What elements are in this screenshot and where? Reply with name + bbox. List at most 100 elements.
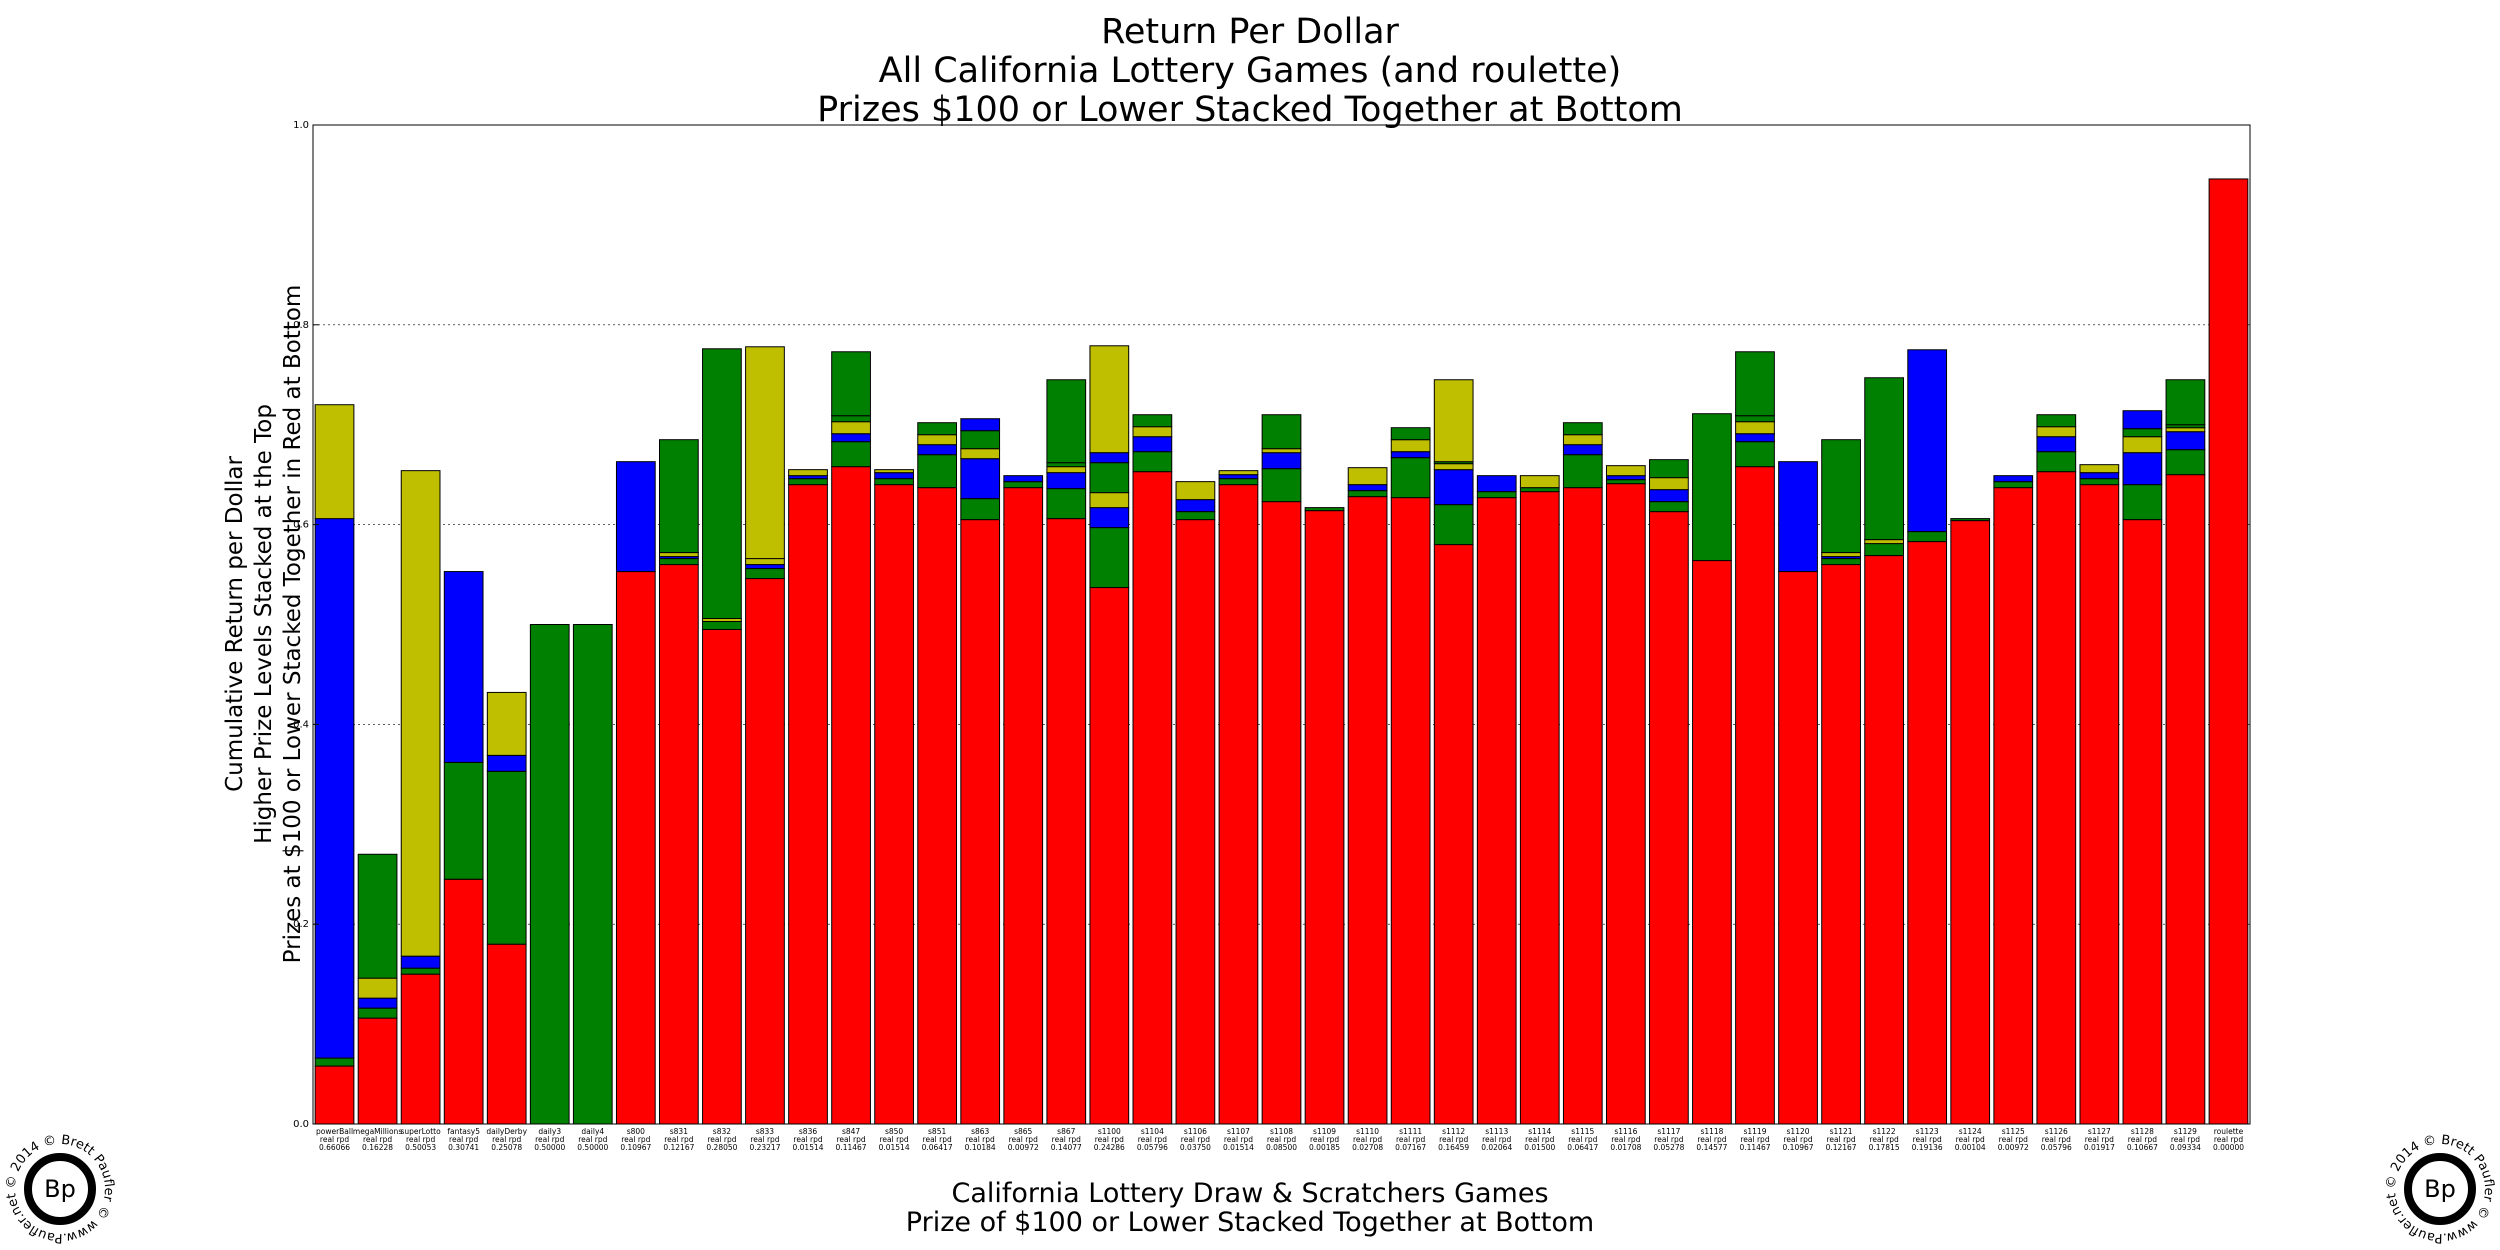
category-name: s1111 — [1399, 1127, 1422, 1136]
bar-segment-red — [2208, 178, 2249, 1125]
bar-segment-blue — [1347, 484, 1388, 492]
category-sub: real rpd — [406, 1135, 435, 1144]
bar-s1115 — [1562, 422, 1603, 1125]
category-name: s836 — [799, 1127, 817, 1136]
bar-segment-green — [2036, 414, 2077, 428]
category-rpd: 0.10667 — [2127, 1143, 2158, 1152]
bar-segment-green — [1089, 527, 1130, 589]
bar-segment-olive — [2122, 436, 2163, 454]
bar-segment-red — [1562, 487, 1603, 1125]
category-rpd: 0.14577 — [1696, 1143, 1727, 1152]
bar-segment-red — [960, 519, 1001, 1125]
y-tick-label: 0.6 — [293, 520, 309, 531]
category-name: s1115 — [1571, 1127, 1594, 1136]
bar-segment-red — [1778, 571, 1818, 1125]
bar-segment-red — [2165, 474, 2206, 1125]
bar-segment-green — [874, 478, 914, 486]
bar-s1129 — [2165, 379, 2206, 1125]
bar-segment-red — [486, 943, 527, 1125]
category-name: s1108 — [1270, 1127, 1293, 1136]
bar-segment-red — [2036, 471, 2077, 1125]
bar-segment-olive — [1821, 552, 1861, 558]
bar-segment-blue — [745, 564, 785, 570]
bar-segment-red — [659, 564, 699, 1125]
plot-frame — [312, 124, 2251, 1125]
bar-segment-green — [1261, 468, 1302, 503]
category-name: s851 — [928, 1127, 946, 1136]
bar-s1104 — [1132, 414, 1173, 1125]
category-name: s867 — [1057, 1127, 1075, 1136]
bar-segment-blue — [1605, 475, 1646, 481]
bar-segment-olive — [1261, 448, 1302, 454]
bar-s833 — [745, 346, 785, 1125]
bar-segment-blue — [917, 444, 958, 456]
bar-megaMillions — [357, 853, 398, 1125]
category-rpd: 0.30741 — [448, 1143, 479, 1152]
bar-segment-blue — [357, 997, 398, 1009]
bar-segment-red — [1132, 471, 1173, 1125]
bar-segment-green — [529, 624, 570, 1125]
watermark-mark-left: Bp — [44, 1175, 76, 1203]
bar-segment-green — [1132, 451, 1173, 473]
category-rpd: 0.01917 — [2084, 1143, 2115, 1152]
bar-s1118 — [1692, 413, 1732, 1125]
y-axis-label-line-2: Higher Prize Levels Stacked at the Top — [251, 404, 277, 844]
category-name: s1110 — [1356, 1127, 1379, 1136]
y-tick-label: 0.0 — [293, 1119, 309, 1130]
bar-segment-green — [1821, 439, 1861, 554]
category-sub: real rpd — [793, 1135, 822, 1144]
bar-segment-green — [2122, 484, 2163, 521]
category-sub: real rpd — [1482, 1135, 1511, 1144]
category-sub: real rpd — [966, 1135, 995, 1144]
x-axis-label: California Lottery Draw & Scratchers Gam… — [906, 1178, 1594, 1238]
bar-segment-olive — [960, 448, 1001, 460]
bar-segment-blue — [960, 458, 1001, 500]
category-rpd: 0.16228 — [362, 1143, 393, 1152]
bar-s1124 — [1950, 518, 1991, 1125]
bar-s831 — [659, 439, 699, 1125]
bar-segment-green — [831, 351, 871, 417]
chart-title-line-2: All California Lottery Games (and roulet… — [879, 51, 1622, 91]
bar-segment-red — [2122, 519, 2163, 1125]
bar-segment-blue — [1433, 469, 1474, 506]
bar-segment-olive — [1132, 426, 1173, 438]
bar-s1127 — [2079, 464, 2120, 1125]
bar-segment-olive — [659, 552, 699, 558]
category-sub: real rpd — [492, 1135, 521, 1144]
category-rpd: 0.12167 — [663, 1143, 694, 1152]
bar-segment-green — [1089, 462, 1130, 494]
category-name: s850 — [885, 1127, 903, 1136]
bar-segment-red — [745, 578, 785, 1125]
bar-segment-green — [1046, 379, 1087, 464]
category-sub: real rpd — [363, 1135, 392, 1144]
bar-segment-blue — [2165, 431, 2206, 451]
category-sub: real rpd — [2042, 1135, 2071, 1144]
category-name: s863 — [971, 1127, 989, 1136]
category-name: s1104 — [1141, 1127, 1164, 1136]
category-name: s1112 — [1442, 1127, 1465, 1136]
category-name: roulette — [2214, 1127, 2244, 1136]
bar-segment-blue — [443, 571, 484, 763]
bar-segment-blue — [831, 433, 871, 443]
chart-title-line-3: Prizes $100 or Lower Stacked Together at… — [817, 90, 1683, 130]
category-sub: real rpd — [2128, 1135, 2157, 1144]
category-rpd: 0.10967 — [620, 1143, 651, 1152]
category-sub: real rpd — [1654, 1135, 1683, 1144]
bar-daily4 — [572, 624, 613, 1125]
bar-segment-blue — [1735, 433, 1775, 443]
category-name: s832 — [713, 1127, 731, 1136]
bar-segment-green — [659, 439, 699, 554]
category-sub: real rpd — [1999, 1135, 2028, 1144]
category-name: s1109 — [1313, 1127, 1336, 1136]
bar-segment-blue — [1261, 452, 1302, 470]
bar-segment-red — [314, 1065, 355, 1125]
category-sub: real rpd — [578, 1135, 607, 1144]
